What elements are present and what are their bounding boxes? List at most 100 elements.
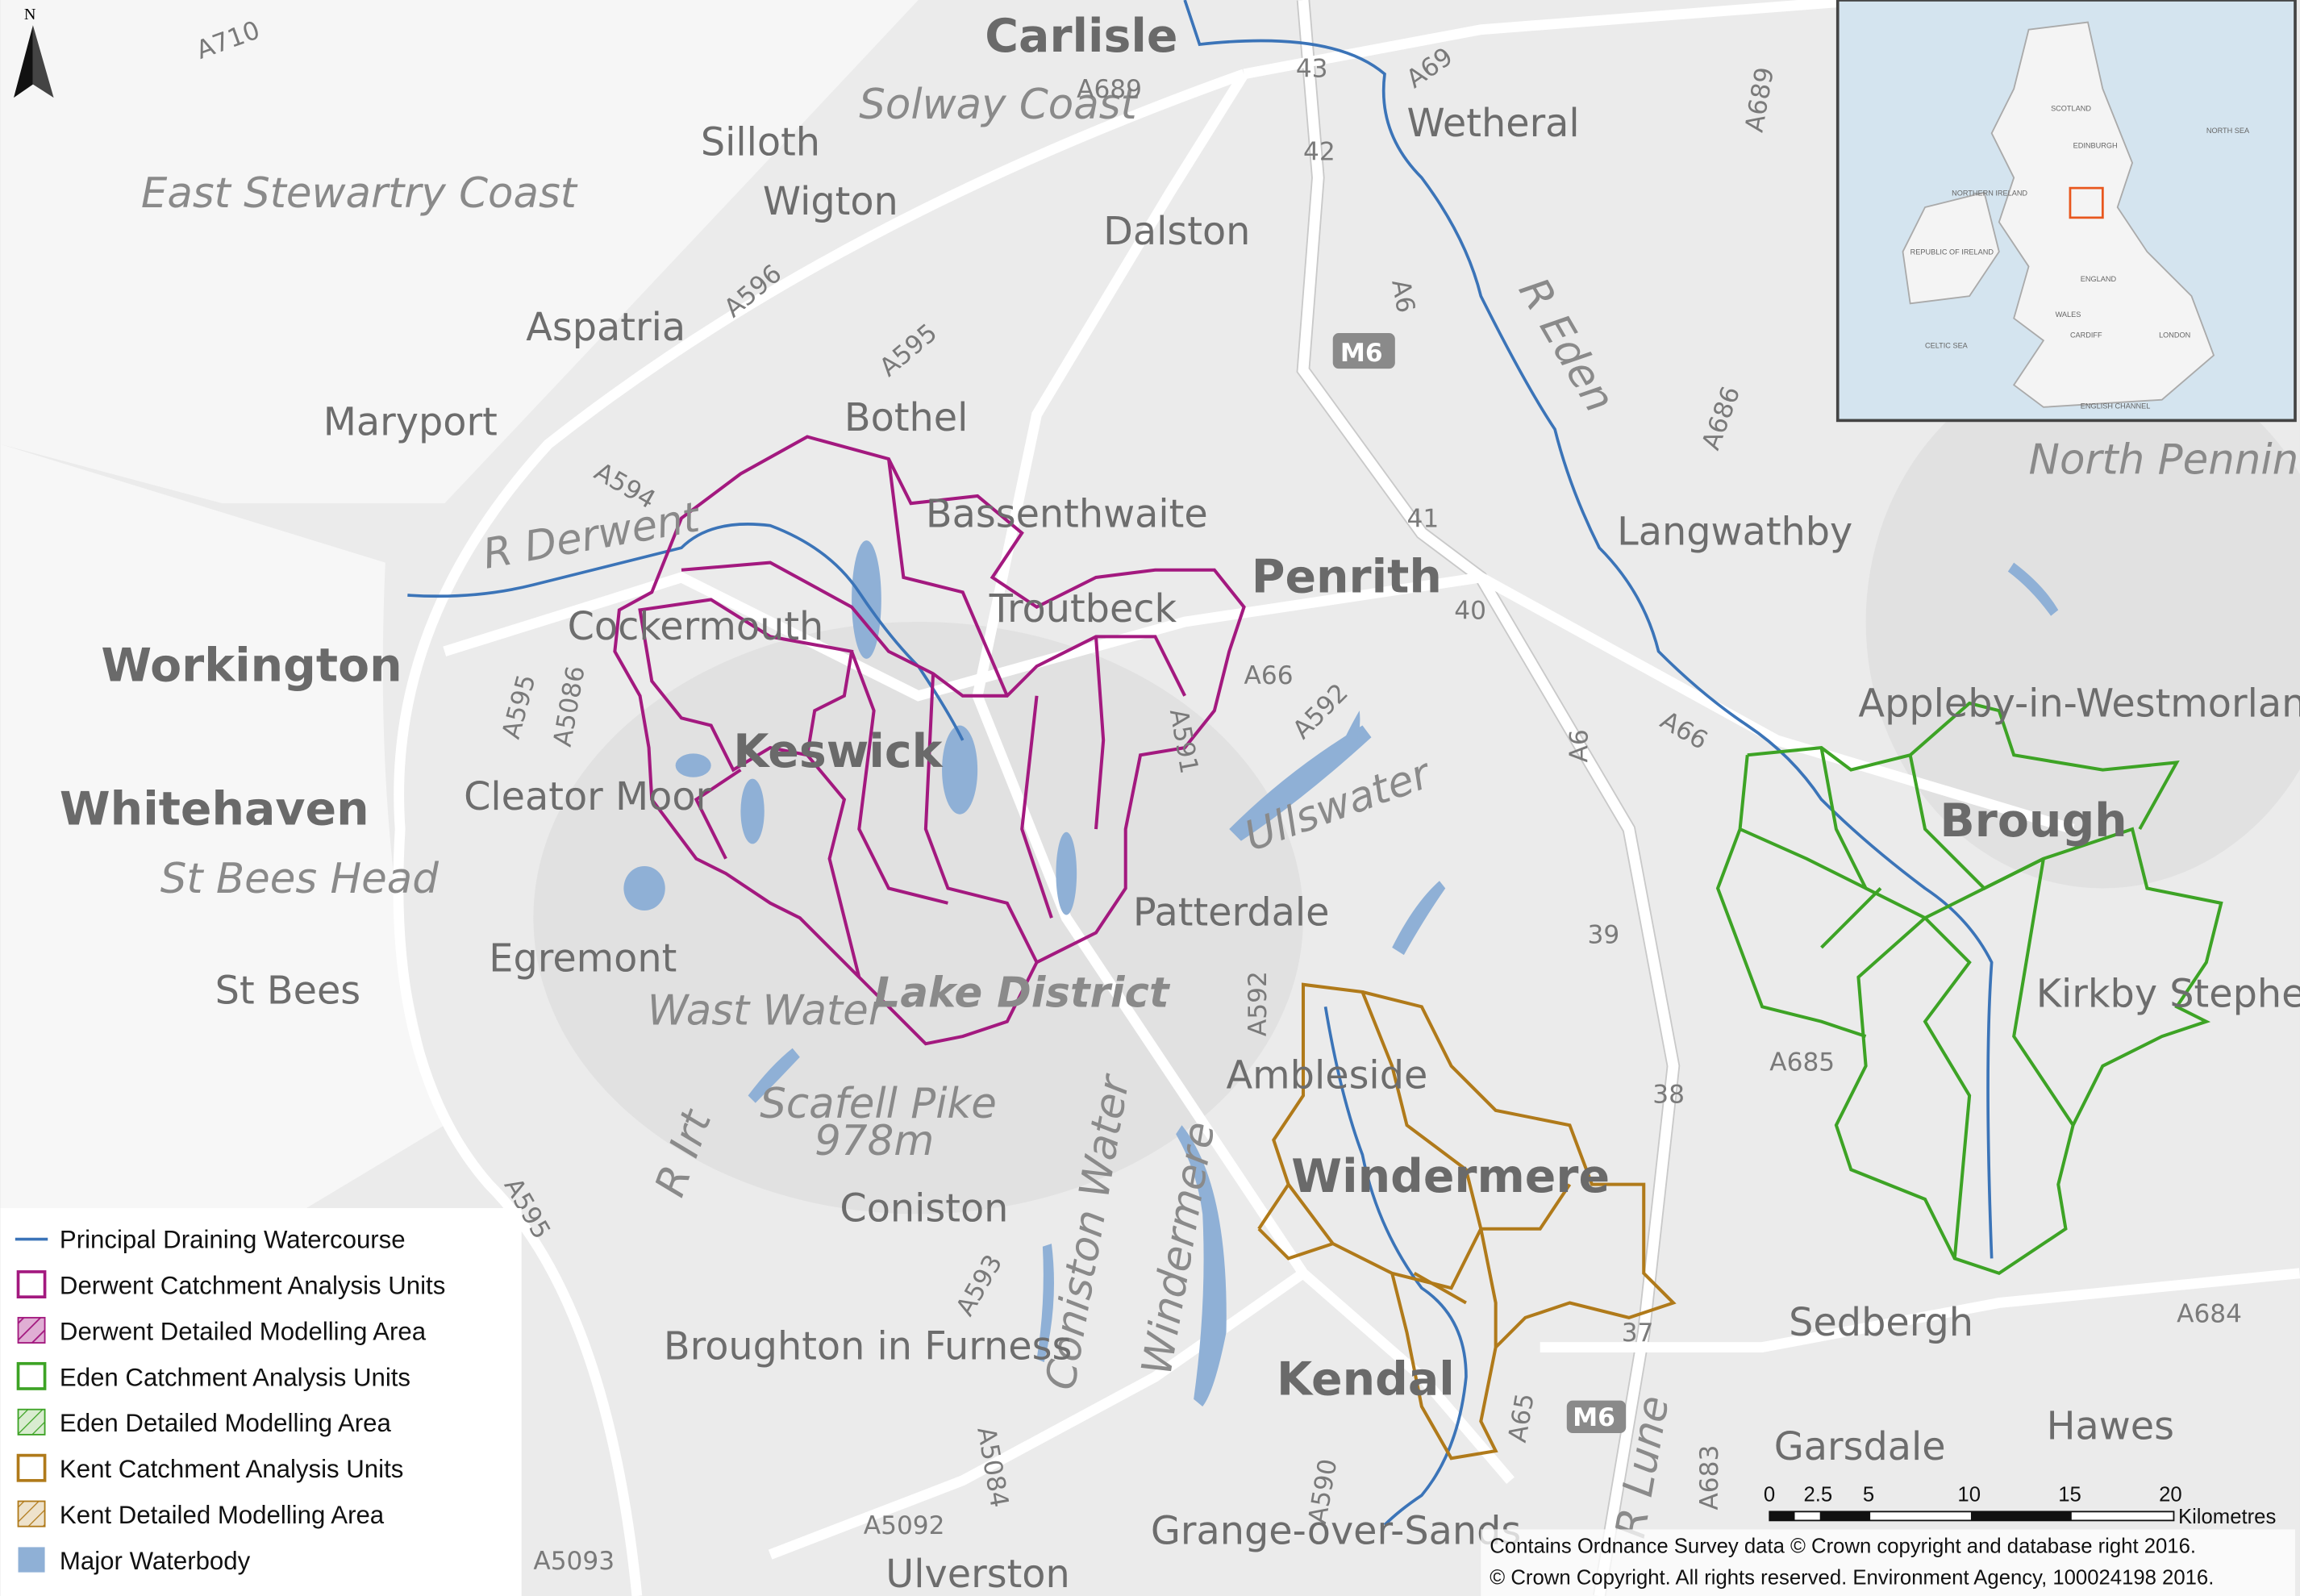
lake: [852, 540, 881, 659]
arrow: [32, 25, 54, 98]
place-label: Wigton: [763, 180, 898, 224]
lake: [1056, 831, 1077, 915]
inset-land: [1902, 191, 2000, 305]
place-label: Appleby-in-Westmorland: [1858, 682, 2300, 727]
road: [972, 71, 1515, 1484]
place-label: Carlisle: [985, 10, 1177, 63]
road-label: A5092: [864, 1511, 945, 1540]
inset-label: ENGLAND: [2081, 275, 2117, 283]
junction-label: 43: [1296, 54, 1328, 83]
lake: [1229, 725, 1372, 841]
lake: [1176, 1125, 1227, 1407]
lake: [623, 865, 665, 911]
derwent-catchment: [613, 435, 1246, 1046]
scale-bar: 0 2.5 5 10 15 20 Kilometres: [1764, 1484, 2276, 1529]
road-label: A6: [1565, 729, 1594, 762]
road-label: M6: [1340, 339, 1383, 368]
sea: [0, 444, 445, 1215]
road: [443, 572, 2075, 835]
lake: [1392, 881, 1446, 956]
inset-label: NORTHERN IRELAND: [1952, 189, 2027, 197]
scale-label: 0: [1764, 1484, 1775, 1506]
place-label: Penrith: [1252, 550, 1442, 603]
attribution: © Crown Copyright. All rights reserved. …: [1490, 1566, 2214, 1589]
place-label: St Bees: [215, 969, 360, 1014]
place-label: Lake District: [874, 969, 1171, 1017]
junction-label: 38: [1652, 1081, 1685, 1110]
place-label: Bothel: [844, 396, 969, 440]
place-label: Maryport: [323, 401, 498, 445]
legend-swatch: [16, 1361, 47, 1390]
place-label: Ambleside: [1227, 1053, 1428, 1098]
lake: [675, 753, 711, 777]
scale-segment: [1970, 1511, 2072, 1521]
place-label: Silloth: [701, 121, 820, 165]
road: [768, 1269, 1306, 1560]
road-shield: [1566, 1400, 1627, 1434]
lake: [2007, 562, 2059, 616]
legend-swatch: [16, 1453, 47, 1482]
river-eden: [1183, 0, 1994, 1259]
inset-label: LONDON: [2159, 331, 2190, 340]
place-label: Wetheral: [1407, 102, 1580, 146]
road-label: A683: [1695, 1445, 1724, 1511]
place-label: Kendal: [1277, 1352, 1455, 1406]
inset-extent: [2069, 186, 2104, 219]
place-label: Dalston: [1103, 210, 1250, 254]
road-label: A684: [2177, 1299, 2242, 1328]
legend-swatch: [16, 1270, 47, 1299]
road-label: A6: [1385, 277, 1420, 315]
junctions: 43 42 41 40 39 38 37: [1296, 54, 1685, 1348]
eden-detailed-area: [1834, 827, 2223, 1276]
legend-label: Eden Catchment Analysis Units: [60, 1363, 410, 1391]
catchment-unit: [613, 435, 1246, 1046]
place-label: Brough: [1940, 794, 2127, 848]
road-label: A66: [1244, 661, 1294, 690]
scale-label: 2.5: [1804, 1484, 1833, 1506]
road: [1540, 1268, 2300, 1353]
inset-label: EDINBURGH: [2073, 142, 2118, 150]
place-label: Wast Water: [648, 986, 888, 1035]
road: [393, 69, 1246, 1596]
pennines: [1865, 355, 2300, 889]
road-label: A685: [1769, 1048, 1835, 1077]
roads: [393, 0, 2300, 1596]
sea: [0, 0, 919, 504]
legend-label: Eden Detailed Modelling Area: [60, 1409, 392, 1437]
attribution-box: [1481, 1529, 2295, 1596]
north-label: N: [24, 6, 36, 23]
place-label: Ulverston: [885, 1552, 1069, 1596]
place-label: Troutbeck: [989, 587, 1177, 631]
place-label: Bassenthwaite: [926, 493, 1208, 537]
legend: Principal Draining Watercourse Derwent C…: [0, 1208, 522, 1596]
place-label: Workington: [101, 639, 402, 692]
fells: [533, 622, 1304, 1215]
legend-swatch: [17, 1316, 46, 1344]
scale-label: 20: [2159, 1484, 2182, 1506]
kent-catchment: [1257, 982, 1677, 1461]
legend-box: [0, 1208, 522, 1596]
north-arrow: N: [14, 6, 54, 98]
scale-unit: Kilometres: [2178, 1506, 2276, 1528]
place-label: Whitehaven: [60, 783, 369, 836]
place-label: Coniston: [840, 1187, 1008, 1231]
place-label: Broughton in Furness: [664, 1324, 1072, 1369]
legend-label: Major Waterbody: [60, 1547, 251, 1575]
road-label: A592: [1244, 971, 1273, 1036]
place-label: Cockermouth: [568, 605, 824, 649]
catchment-unit: [1715, 701, 2180, 1259]
legend-swatch: [18, 1547, 45, 1573]
junction-label: 39: [1587, 920, 1619, 949]
legend-label: Kent Catchment Analysis Units: [60, 1455, 403, 1483]
scale-segment: [1819, 1511, 1871, 1521]
place-label: Scafell Pike: [760, 1080, 997, 1128]
lake: [942, 725, 978, 815]
road: [1243, 0, 1867, 80]
junction-label: 42: [1303, 137, 1335, 166]
place-label: Keswick: [733, 725, 943, 778]
legend-label: Derwent Catchment Analysis Units: [60, 1271, 445, 1299]
place-label: Langwathby: [1617, 510, 1852, 555]
place-label: Kirkby Stephen: [2036, 972, 2300, 1016]
place-label: Sedbergh: [1789, 1301, 1973, 1345]
